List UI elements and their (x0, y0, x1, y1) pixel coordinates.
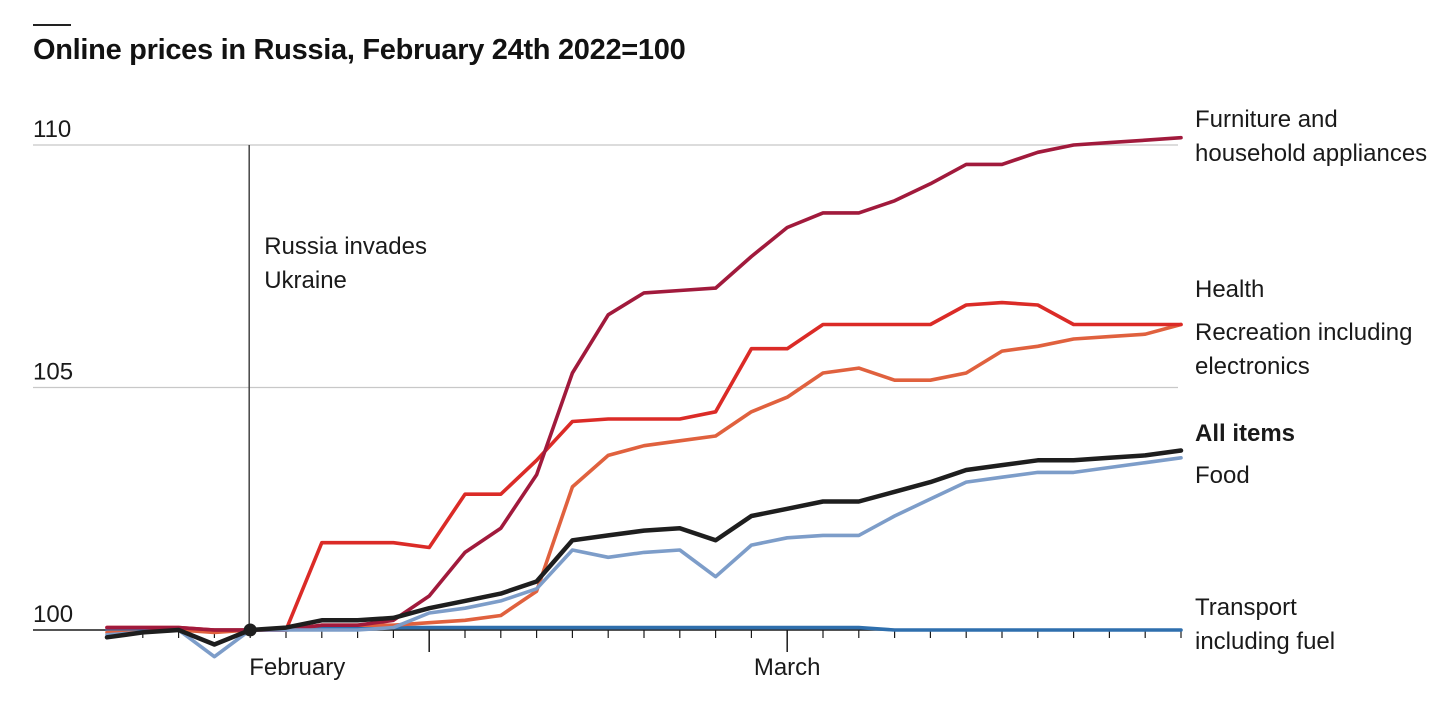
invasion-annotation-line-2: Ukraine (264, 267, 347, 294)
series-line-all-items (104, 448, 1184, 647)
series-line-food (105, 455, 1183, 659)
x-tick-label: March (754, 654, 821, 681)
baseline-point-marker (243, 623, 257, 637)
series-label-recreation: electronics (1195, 353, 1310, 380)
series-lines (104, 135, 1184, 659)
y-tick-label: 105 (33, 359, 73, 386)
chart-title: Online prices in Russia, February 24th 2… (33, 34, 686, 66)
series-line-furniture (105, 135, 1183, 632)
invasion-annotation-line-1: Russia invades (264, 233, 427, 260)
y-tick-label: 100 (33, 601, 73, 628)
baseline-marker (243, 623, 257, 637)
series-line-recreation (105, 322, 1183, 635)
series-label-transport: including fuel (1195, 628, 1335, 655)
series-label-recreation: Recreation including (1195, 319, 1412, 346)
series-label-furniture: household appliances (1195, 140, 1427, 167)
invasion-annotation: Russia invades Ukraine (248, 145, 427, 630)
title-rule (33, 24, 71, 26)
series-line-health (105, 300, 1183, 632)
series-label-food: Food (1195, 462, 1250, 489)
x-tick-label: February (249, 654, 345, 681)
x-axis: February March (106, 630, 1182, 681)
y-tick-label: 110 (33, 116, 71, 143)
series-label-furniture: Furniture and (1195, 106, 1338, 133)
series-labels: Furniture and household appliances Health R… (1195, 106, 1427, 655)
series-label-health: Health (1195, 276, 1264, 303)
y-tick-labels: 100 105 110 (33, 116, 73, 628)
series-label-transport: Transport (1195, 594, 1297, 621)
series-label-all-items: All items (1195, 420, 1295, 447)
